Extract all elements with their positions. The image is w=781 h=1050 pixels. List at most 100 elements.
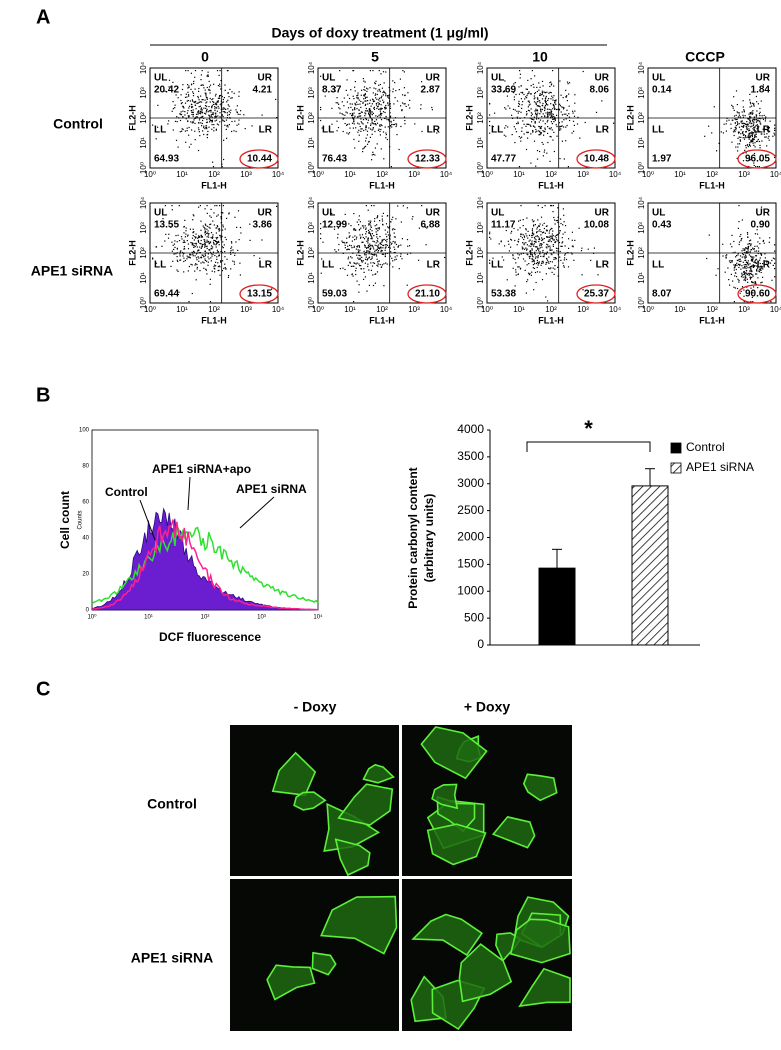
event-dot [377,90,378,91]
event-dot [349,232,350,233]
event-dot [380,114,381,115]
event-dot [742,257,743,258]
quadrant-value: 25.37 [584,289,609,300]
event-dot [549,246,550,247]
event-dot [553,95,554,96]
event-dot [568,94,569,95]
event-dot [414,123,415,124]
event-dot [774,125,775,126]
event-dot [735,127,736,128]
event-dot [378,250,379,251]
event-dot [362,148,363,149]
event-dot [565,245,566,246]
event-dot [518,113,519,114]
event-dot [518,123,519,124]
event-dot [185,70,186,71]
event-dot [522,247,523,248]
event-dot [228,92,229,93]
event-dot [762,115,763,116]
event-dot [540,247,541,248]
event-dot [400,253,401,254]
event-dot [747,234,748,235]
x-axis-label: FL1-H [538,315,564,325]
event-dot [180,120,181,121]
event-dot [550,250,551,251]
event-dot [540,223,541,224]
event-dot [218,270,219,271]
event-dot [744,273,745,274]
event-dot [355,230,356,231]
event-dot [384,107,385,108]
event-dot [400,256,401,257]
event-dot [353,121,354,122]
event-dot [738,282,739,283]
event-dot [755,255,756,256]
event-dot [365,259,366,260]
event-dot [377,266,378,267]
event-dot [172,261,173,262]
event-dot [357,257,358,258]
event-dot [358,97,359,98]
event-dot [509,108,510,109]
event-dot [748,264,749,265]
event-dot [372,154,373,155]
event-dot [181,238,182,239]
event-dot [747,232,748,233]
event-dot [383,158,384,159]
event-dot [542,91,543,92]
event-dot [371,120,372,121]
bar [632,486,668,645]
event-dot [391,124,392,125]
event-dot [347,79,348,80]
event-dot [553,244,554,245]
event-dot [774,268,775,269]
event-dot [544,152,545,153]
event-dot [197,111,198,112]
event-dot [384,82,385,83]
event-dot [525,242,526,243]
event-dot [338,127,339,128]
event-dot [395,97,396,98]
y-tick-label: 10⁰ [307,297,316,309]
event-dot [774,130,775,131]
row-label: APE1 siRNA [131,950,213,966]
event-dot [359,234,360,235]
event-dot [211,107,212,108]
event-dot [209,90,210,91]
event-dot [749,240,750,241]
event-dot [378,263,379,264]
event-dot [751,249,752,250]
event-dot [368,230,369,231]
event-dot [377,238,378,239]
event-dot [759,121,760,122]
row-label: Control [53,116,103,132]
event-dot [392,217,393,218]
event-dot [379,115,380,116]
event-dot [562,237,563,238]
event-dot [210,92,211,93]
event-dot [350,263,351,264]
event-dot [365,229,366,230]
event-dot [370,238,371,239]
event-dot [736,90,737,91]
event-dot [226,259,227,260]
event-dot [368,240,369,241]
event-dot [739,236,740,237]
event-dot [568,238,569,239]
event-dot [359,265,360,266]
event-dot [359,284,360,285]
event-dot [374,221,375,222]
event-dot [192,219,193,220]
event-dot [371,227,372,228]
event-dot [229,111,230,112]
event-dot [740,269,741,270]
event-dot [545,98,546,99]
event-dot [772,136,773,137]
event-dot [532,235,533,236]
event-dot [232,261,233,262]
event-dot [348,133,349,134]
y-tick-label: 10⁰ [139,297,148,309]
event-dot [212,121,213,122]
event-dot [521,253,522,254]
quadrant-label: LL [491,125,503,136]
